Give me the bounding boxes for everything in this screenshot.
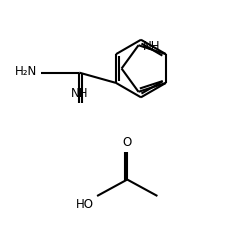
Text: HO: HO [76, 198, 94, 211]
Text: NH: NH [143, 40, 160, 53]
Text: NH: NH [70, 87, 88, 100]
Text: H₂N: H₂N [15, 65, 38, 78]
Text: O: O [123, 136, 132, 149]
